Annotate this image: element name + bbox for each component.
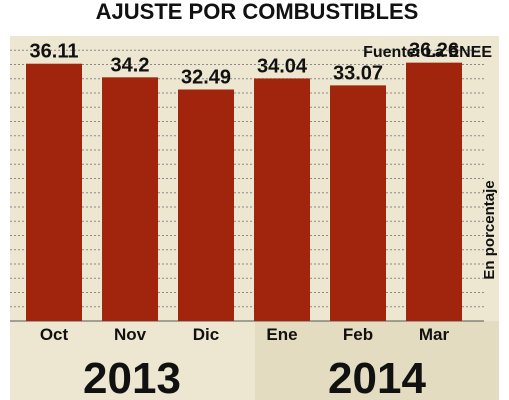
bar-nov [102, 77, 158, 321]
bar-ene [254, 78, 310, 321]
value-label: 36.11 [30, 41, 79, 63]
category-label: Nov [114, 325, 147, 344]
year-label: 2014 [328, 354, 426, 400]
value-label: 34.2 [111, 54, 150, 76]
bar-feb [330, 85, 386, 321]
category-label: Feb [343, 325, 373, 344]
value-label: 36.26 [409, 40, 459, 62]
bar-oct [26, 63, 82, 322]
year-labels: 2013 2014 [83, 354, 426, 400]
year-label: 2013 [83, 354, 181, 400]
group-2013-background [10, 321, 255, 400]
category-label: Oct [40, 325, 69, 344]
bar-dic [178, 89, 234, 321]
value-label: 34.04 [257, 55, 308, 77]
y-axis-label: En porcentaje [481, 180, 498, 279]
category-label: Dic [193, 325, 219, 344]
category-label: Mar [419, 325, 450, 344]
gridlines [10, 49, 484, 322]
bars [26, 62, 462, 322]
category-label: Ene [266, 325, 297, 344]
value-labels: 36.11 34.2 32.49 34.04 33.07 36.26 [30, 40, 460, 89]
chart-title: AJUSTE POR COMBUSTIBLES [96, 0, 419, 24]
source-note: Fuente: La ENEE [363, 44, 492, 61]
bar-mar [406, 62, 462, 322]
value-label: 33.07 [333, 62, 383, 84]
group-2014-background [255, 321, 499, 400]
category-labels: Oct Nov Dic Ene Feb Mar [40, 325, 450, 344]
value-label: 32.49 [181, 67, 231, 89]
